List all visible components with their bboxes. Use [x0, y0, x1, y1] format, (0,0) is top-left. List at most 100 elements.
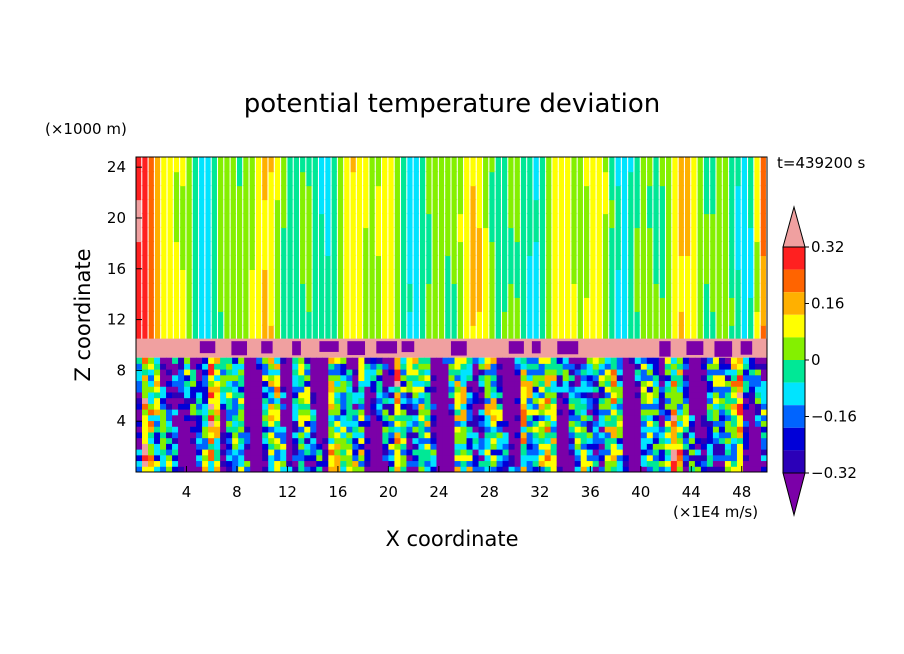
heatmap-cell — [306, 296, 312, 312]
heatmap-cell — [262, 437, 269, 444]
heatmap-cell — [615, 226, 621, 243]
heatmap-cell — [424, 357, 431, 364]
heatmap-cell — [740, 341, 753, 355]
heatmap-cell — [718, 431, 726, 439]
heatmap-cell — [300, 268, 306, 284]
heatmap-cell — [466, 369, 473, 376]
heatmap-cell — [442, 380, 449, 387]
heatmap-cell — [358, 460, 365, 467]
heatmap-cell — [407, 282, 413, 298]
heatmap-cell — [736, 437, 744, 444]
heatmap-cell — [419, 212, 426, 229]
heatmap-cell — [394, 184, 400, 201]
heatmap-cell — [514, 254, 520, 271]
heatmap-cell — [220, 426, 227, 433]
heatmap-cell — [424, 437, 431, 444]
colorbar-tick-label: −0.32 — [811, 464, 857, 482]
heatmap-cell — [722, 310, 729, 326]
heatmap-cell — [628, 431, 636, 439]
heatmap-cell — [298, 443, 305, 450]
heatmap-cell — [432, 296, 438, 312]
heatmap-cell — [436, 386, 443, 393]
heatmap-cell — [577, 254, 583, 271]
heatmap-cell — [754, 443, 762, 450]
heatmap-cell — [419, 296, 426, 312]
heatmap-cell — [640, 282, 647, 298]
heatmap-cell — [584, 212, 590, 229]
heatmap-cell — [230, 157, 236, 173]
heatmap-cell — [682, 460, 690, 467]
heatmap-cell — [670, 420, 678, 427]
heatmap-cell — [544, 380, 552, 387]
heatmap-cell — [400, 380, 407, 387]
heatmap-cell — [224, 226, 230, 243]
heatmap-cell — [238, 374, 245, 382]
heatmap-cell — [382, 212, 388, 229]
heatmap-cell — [552, 170, 558, 187]
heatmap-cell — [646, 454, 654, 462]
heatmap-cell — [754, 437, 762, 444]
heatmap-cell — [538, 386, 546, 393]
heatmap-cell — [694, 409, 702, 416]
heatmap-cell — [489, 254, 495, 271]
heatmap-cell — [574, 449, 582, 456]
heatmap-cell — [520, 363, 528, 370]
heatmap-cell — [706, 437, 714, 444]
heatmap-cell — [331, 157, 337, 173]
heatmap-cell — [710, 296, 716, 312]
heatmap-cell — [167, 268, 173, 284]
heatmap-cell — [202, 431, 209, 439]
heatmap-cell — [678, 226, 684, 243]
heatmap-cell — [724, 363, 732, 370]
heatmap-cell — [413, 157, 419, 173]
heatmap-cell — [496, 466, 503, 472]
heatmap-cell — [664, 426, 672, 433]
heatmap-cell — [375, 212, 382, 229]
heatmap-cell — [609, 282, 615, 298]
heatmap-cell — [356, 198, 363, 215]
heatmap-cell — [382, 226, 388, 243]
heatmap-cell — [502, 426, 509, 433]
heatmap-cell — [571, 282, 577, 298]
heatmap-cell — [340, 454, 347, 462]
heatmap-cell — [609, 157, 615, 173]
heatmap-cell — [346, 466, 353, 472]
heatmap-cell — [454, 426, 461, 433]
heatmap-cell — [356, 157, 363, 173]
heatmap-cell — [724, 454, 732, 462]
heatmap-cell — [590, 310, 596, 326]
heatmap-cell — [236, 212, 243, 229]
heatmap-cell — [628, 254, 634, 271]
heatmap-cell — [316, 420, 323, 427]
heatmap-cell — [224, 254, 230, 271]
heatmap-cell — [438, 198, 445, 215]
heatmap-cell — [255, 170, 262, 187]
heatmap-cell — [754, 380, 762, 387]
heatmap-cell — [352, 397, 359, 404]
heatmap-cell — [312, 212, 318, 229]
heatmap-cell — [640, 443, 648, 450]
heatmap-cell — [382, 420, 389, 427]
heatmap-cell — [712, 369, 720, 376]
heatmap-cell — [703, 212, 710, 229]
heatmap-cell — [186, 282, 192, 298]
heatmap-cell — [550, 386, 558, 393]
heatmap-cell — [274, 374, 281, 382]
heatmap-cell — [533, 282, 539, 298]
heatmap-cell — [281, 282, 287, 298]
heatmap-cell — [407, 170, 413, 187]
heatmap-cell — [364, 426, 371, 433]
heatmap-cell — [552, 268, 558, 284]
heatmap-cell — [436, 431, 443, 439]
heatmap-cell — [508, 449, 515, 456]
heatmap-cell — [464, 324, 470, 340]
heatmap-cell — [592, 397, 600, 404]
heatmap-cell — [424, 420, 431, 427]
heatmap-cell — [184, 409, 191, 416]
heatmap-cell — [736, 426, 744, 433]
heatmap-cell — [604, 449, 612, 456]
heatmap-cell — [586, 363, 594, 370]
heatmap-cell — [615, 296, 621, 312]
heatmap-cell — [363, 198, 369, 215]
heatmap-cell — [363, 282, 369, 298]
